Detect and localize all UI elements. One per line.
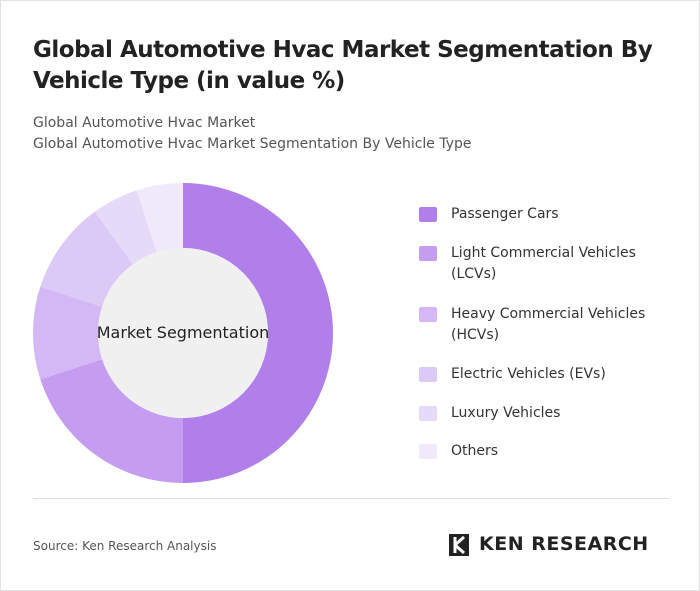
- divider: [33, 498, 669, 499]
- donut-slice: [33, 286, 103, 380]
- source: Source: Ken Research Analysis: [33, 539, 217, 553]
- legend-swatch: [419, 207, 437, 222]
- legend-label: Light Commercial Vehicles (LCVs): [451, 245, 636, 282]
- legend-item: Passenger Cars: [419, 204, 659, 225]
- legend-label: Electric Vehicles (EVs): [451, 366, 606, 382]
- legend-swatch: [419, 367, 437, 382]
- subtitle: Global Automotive Hvac Market: [33, 115, 256, 131]
- legend-swatch: [419, 406, 437, 421]
- legend-label: Passenger Cars: [451, 206, 559, 222]
- brand: KEN RESEARCH: [479, 533, 649, 555]
- donut-slice: [94, 190, 157, 265]
- brand-logo: [449, 534, 469, 556]
- title: Global Automotive Hvac Market Segmentati…: [33, 37, 653, 94]
- subtitle: Global Automotive Hvac Market Segmentati…: [33, 136, 472, 152]
- legend-item: Light Commercial Vehicles (LCVs): [419, 243, 659, 285]
- legend-label: Heavy Commercial Vehicles (HCVs): [451, 306, 646, 343]
- legend-swatch: [419, 246, 437, 261]
- legend-label: Luxury Vehicles: [451, 405, 561, 421]
- legend-swatch: [419, 307, 437, 322]
- donut-slice: [40, 211, 134, 307]
- donut-slice: [40, 359, 183, 483]
- center-label: Market Segmentation: [97, 323, 270, 342]
- donut-chart: Market Segmentation: [33, 183, 333, 483]
- legend-item: Luxury Vehicles: [419, 403, 659, 424]
- legend-swatch: [419, 444, 437, 459]
- donut-slice: [183, 183, 333, 483]
- legend-item: Heavy Commercial Vehicles (HCVs): [419, 304, 659, 346]
- legend-item: Electric Vehicles (EVs): [419, 364, 659, 385]
- donut-slice: [136, 183, 183, 253]
- legend-item: Others: [419, 441, 659, 462]
- donut-center: [98, 248, 268, 418]
- legend-label: Others: [451, 443, 499, 459]
